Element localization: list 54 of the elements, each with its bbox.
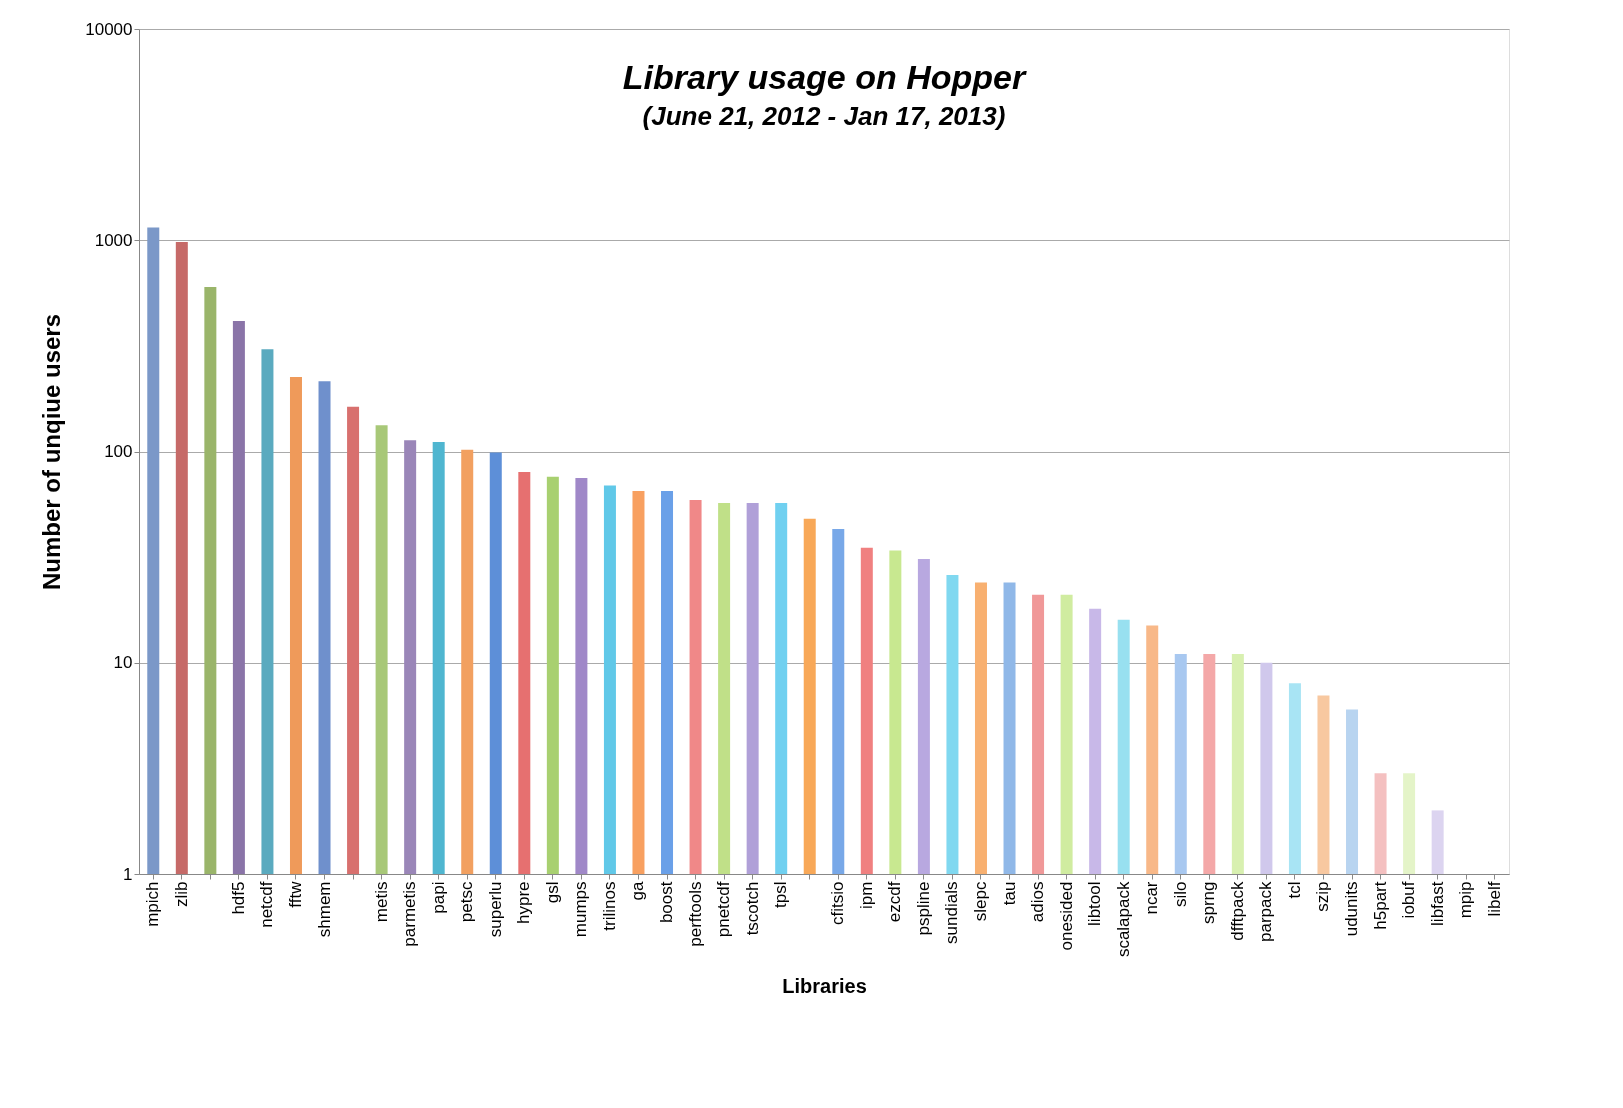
x-tick-label: tcl <box>1284 881 1304 899</box>
x-tick-label: dfftpack <box>1227 881 1247 941</box>
x-tick-label: gsl <box>542 881 562 904</box>
x-tick-label: ipm <box>856 881 876 909</box>
x-tick-label: ezcdf <box>885 881 905 923</box>
x-tick-label: superlu <box>485 881 505 938</box>
y-tick-label: 100 <box>104 442 133 461</box>
x-tick-label: cfitsio <box>828 881 848 925</box>
x-tick-label: trilinos <box>599 881 619 931</box>
x-tick-label: pspline <box>913 881 933 936</box>
x-tick-label: libtool <box>1085 881 1105 926</box>
y-tick-label: 1 <box>123 864 133 884</box>
x-tick-label: tscotch <box>742 881 762 936</box>
x-axis-title: Libraries <box>782 975 867 998</box>
x-tick-label: tau <box>999 881 1019 906</box>
x-tick-label: libelf <box>1484 881 1504 917</box>
x-tick-label: sprng <box>1199 881 1219 925</box>
x-tick-label: szip <box>1313 881 1333 912</box>
x-tick-label: netcdf <box>257 881 277 928</box>
x-tick-label: libfast <box>1427 881 1447 926</box>
x-tick-label: onesided <box>1056 881 1076 951</box>
x-tick-label: hdf5 <box>228 881 248 915</box>
x-tick-label: iobuf <box>1399 881 1419 919</box>
x-tick-label: mpip <box>1456 881 1476 919</box>
y-tick-label: 10000 <box>85 19 133 39</box>
x-tick-label: sundials <box>942 881 962 944</box>
x-tick-label: fftw <box>285 880 305 908</box>
x-tick-label: h5part <box>1370 881 1390 930</box>
x-tick-label: scalapack <box>1113 881 1133 958</box>
x-tick-label: petsc <box>457 881 477 923</box>
x-tick-label: ga <box>628 880 648 901</box>
x-tick-label: parpack <box>1256 881 1276 942</box>
x-tick-label: papi <box>428 881 448 914</box>
x-tick-label: slepc <box>970 881 990 922</box>
x-tick-label: perftools <box>685 881 705 947</box>
x-tick-label: ncar <box>1142 881 1162 915</box>
x-tick-label: mumps <box>571 881 591 938</box>
y-tick-label: 10 <box>113 653 133 673</box>
x-tick-label: shmem <box>314 881 334 938</box>
x-tick-label: silo <box>1170 881 1190 908</box>
text: Library usage on Hopper <box>622 58 1027 96</box>
x-tick-label: boost <box>657 881 677 924</box>
x-tick-label: metis <box>371 881 391 923</box>
x-tick-label: parmetis <box>400 881 420 947</box>
x-tick-label: hypre <box>514 881 534 925</box>
x-tick-label: pnetcdf <box>714 881 734 938</box>
x-tick-label: tpsl <box>771 881 791 908</box>
text: (June 21, 2012 - Jan 17, 2013) <box>642 101 1006 131</box>
x-tick-label: adios <box>1028 881 1048 923</box>
x-tick-label: udunits <box>1342 881 1362 937</box>
x-tick-label: mpich <box>143 881 163 927</box>
y-tick-label: 1000 <box>94 230 133 250</box>
y-axis-title: Number of unqiue users <box>38 313 66 591</box>
x-tick-label: zlib <box>171 881 191 908</box>
